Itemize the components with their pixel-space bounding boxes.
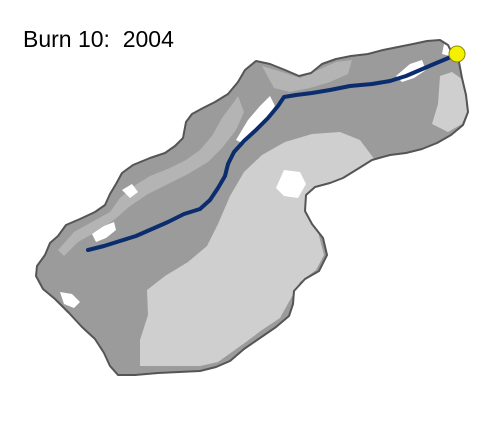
map-title: Burn 10: 2004 xyxy=(23,26,174,52)
watershed-boundary xyxy=(35,39,469,376)
low-severity-area-north xyxy=(262,60,352,92)
unburned-patch xyxy=(122,184,138,198)
unburned-patch xyxy=(276,170,306,198)
unburned-patch xyxy=(60,292,80,308)
unburned-patch xyxy=(236,96,275,144)
low-severity-area-west xyxy=(58,96,244,256)
low-severity-area-east xyxy=(432,72,468,132)
stream-channel xyxy=(86,53,457,252)
outlet-point xyxy=(448,45,466,63)
unburned-patch xyxy=(92,222,116,242)
